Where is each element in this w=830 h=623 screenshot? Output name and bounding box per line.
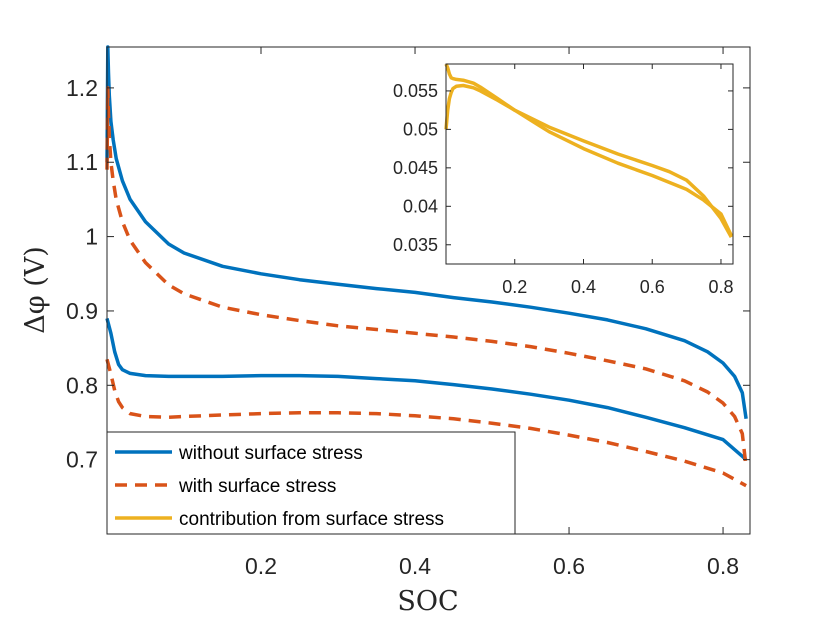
main-x-tick-label: 0.2	[245, 553, 277, 579]
main-series-with-surface-stress-upper	[105, 86, 748, 468]
main-x-tick-label: 0.8	[707, 553, 739, 579]
main-y-tick-label: 0.9	[66, 298, 98, 324]
inset-y-tick-label: 0.055	[393, 81, 438, 101]
inset-axes: 0.2 0.4 0.6 0.8 0.035 0.04 0.045 0.05 0.055	[393, 63, 734, 297]
inset-x-tick-label: 0.2	[502, 277, 527, 297]
main-y-tick-label: 1.2	[66, 75, 98, 101]
main-y-tick-label: 0.7	[66, 447, 98, 473]
legend-box	[106, 431, 516, 535]
main-x-tick-labels: 0.2 0.4 0.6 0.8	[245, 553, 739, 579]
main-y-tick-label: 1.1	[66, 149, 98, 175]
inset-x-tick-label: 0.8	[708, 277, 733, 297]
main-y-tick-labels: 0.7 0.8 0.9 1 1.1 1.2	[66, 75, 98, 473]
inset-y-tick-label: 0.05	[403, 119, 438, 139]
inset-series-contribution-from-surface-stress-lower	[444, 83, 733, 237]
y-axis-label: Δφ (V)	[20, 246, 51, 334]
inset-y-tick-label: 0.045	[393, 158, 438, 178]
inset-series-group	[444, 63, 733, 238]
x-axis-label: SOC	[397, 586, 458, 617]
inset-x-tick-label: 0.4	[571, 277, 596, 297]
inset-x-tick-label: 0.6	[640, 277, 665, 297]
inset-y-tick-label: 0.035	[393, 235, 438, 255]
inset-y-tick-label: 0.04	[403, 196, 438, 216]
main-series-without-surface-stress-upper	[105, 45, 748, 420]
legend-label-without-surface-stress: without surface stress	[178, 443, 363, 464]
main-y-tick-label: 0.8	[66, 372, 98, 398]
main-y-tick-label: 1	[85, 224, 98, 250]
inset-ticks	[446, 64, 733, 264]
main-series-group	[105, 45, 748, 488]
inset-y-tick-labels: 0.035 0.04 0.045 0.05 0.055	[393, 81, 438, 255]
legend-label-contribution-from-surface-stress: contribution from surface stress	[179, 509, 444, 530]
main-x-tick-label: 0.6	[553, 553, 585, 579]
inset-x-tick-labels: 0.2 0.4 0.6 0.8	[502, 277, 733, 297]
main-series-with-surface-stress-lower	[105, 358, 747, 488]
main-series-without-surface-stress-lower	[105, 317, 748, 461]
inset-axes-frame	[445, 63, 734, 265]
main-x-tick-label: 0.4	[399, 553, 431, 579]
legend: without surface stress with surface stre…	[106, 431, 516, 535]
legend-label-with-surface-stress: with surface stress	[178, 476, 336, 497]
